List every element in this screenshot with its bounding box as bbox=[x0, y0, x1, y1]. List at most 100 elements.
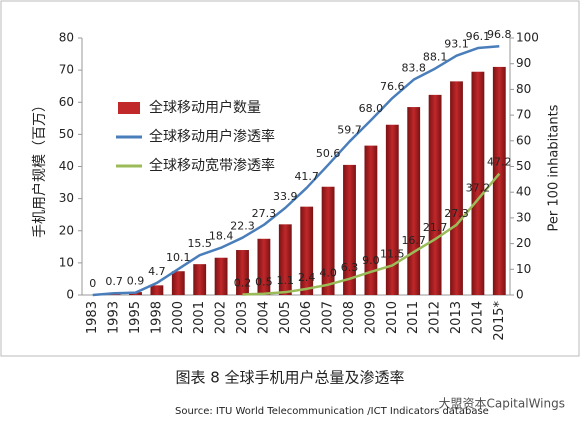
data-label: 96.8 bbox=[487, 28, 512, 41]
x-tick-label: 2012 bbox=[428, 301, 443, 334]
y-tick-label: 0 bbox=[66, 288, 74, 302]
x-tick-label: 2015* bbox=[492, 301, 507, 341]
x-tick-label: 2014 bbox=[470, 301, 485, 334]
data-label: 93.1 bbox=[444, 38, 469, 51]
x-tick-label: 1995 bbox=[128, 301, 143, 334]
x-tick-label: 2006 bbox=[299, 301, 314, 334]
bar bbox=[428, 94, 442, 295]
y-tick-label: 40 bbox=[59, 159, 74, 173]
bar bbox=[171, 271, 185, 295]
y-tick-label: 30 bbox=[59, 191, 74, 205]
bar bbox=[236, 250, 249, 295]
bar bbox=[150, 285, 164, 295]
data-label: 50.6 bbox=[316, 147, 341, 160]
bar bbox=[214, 257, 228, 295]
data-label: 15.5 bbox=[187, 237, 212, 250]
legend-label: 全球移动用户数量 bbox=[149, 99, 261, 116]
x-tick-label: 2000 bbox=[171, 301, 186, 334]
data-label: 96.1 bbox=[466, 30, 491, 43]
data-label: 21.7 bbox=[423, 221, 448, 234]
line bbox=[92, 44, 500, 297]
y2-tick-label: 90 bbox=[516, 56, 531, 70]
y-tick-label: 60 bbox=[59, 95, 74, 109]
watermark: 大盟资本CapitalWings bbox=[439, 397, 566, 411]
bar bbox=[385, 124, 399, 295]
y2-tick-label: 0 bbox=[516, 288, 524, 302]
bar bbox=[364, 145, 378, 295]
y2-tick-label: 50 bbox=[516, 159, 531, 173]
data-label: 27.3 bbox=[444, 207, 469, 220]
data-label: 9.0 bbox=[362, 254, 380, 267]
bar bbox=[257, 238, 271, 295]
y-tick-label: 80 bbox=[59, 31, 74, 45]
data-label: 68.0 bbox=[359, 102, 384, 115]
y-tick-label: 70 bbox=[59, 63, 74, 77]
legend-label: 全球移动宽带渗透率 bbox=[149, 157, 275, 174]
caption: 图表 8 全球手机用户总量及渗透率 bbox=[175, 369, 404, 387]
bar bbox=[492, 66, 506, 295]
data-label: 76.6 bbox=[380, 80, 405, 93]
data-label: 0 bbox=[89, 277, 96, 290]
y2-tick-label: 80 bbox=[516, 82, 531, 96]
x-tick-label: 2011 bbox=[406, 301, 421, 334]
y-axis-label: 手机用户规模（百万） bbox=[31, 98, 48, 238]
x-tick-label: 2002 bbox=[214, 301, 229, 334]
bar bbox=[407, 107, 421, 295]
x-tick-label: 2003 bbox=[235, 301, 250, 334]
data-label: 10.1 bbox=[166, 251, 191, 264]
data-label: 4.0 bbox=[319, 267, 337, 280]
y2-tick-label: 40 bbox=[516, 185, 531, 199]
x-tick-label: 2010 bbox=[385, 301, 400, 334]
data-label: 59.7 bbox=[337, 124, 362, 137]
legend-swatch bbox=[118, 102, 140, 114]
data-label: 0.5 bbox=[255, 276, 273, 289]
x-tick-label: 2008 bbox=[342, 301, 357, 334]
data-label: 47.2 bbox=[487, 156, 512, 169]
x-tick-label: 2001 bbox=[192, 301, 207, 334]
y-tick-label: 20 bbox=[59, 223, 74, 237]
data-label: 6.3 bbox=[341, 261, 359, 274]
bar bbox=[343, 164, 356, 295]
bar bbox=[300, 206, 314, 295]
y2-tick-label: 20 bbox=[516, 236, 531, 250]
data-label: 11.5 bbox=[380, 247, 405, 260]
x-tick-label: 2007 bbox=[321, 301, 336, 334]
data-label: 2.4 bbox=[298, 271, 316, 284]
data-label: 0.9 bbox=[127, 275, 145, 288]
data-label: 0.7 bbox=[105, 275, 123, 288]
bar bbox=[278, 224, 292, 295]
line bbox=[242, 172, 501, 296]
data-label: 37.2 bbox=[466, 181, 491, 194]
data-label: 88.1 bbox=[423, 51, 448, 64]
data-label: 41.7 bbox=[294, 170, 319, 183]
bar bbox=[321, 186, 335, 295]
x-tick-label: 2013 bbox=[449, 301, 464, 334]
y-tick-label: 10 bbox=[59, 255, 74, 269]
x-tick-label: 1983 bbox=[85, 301, 100, 334]
y2-tick-label: 100 bbox=[516, 31, 539, 45]
x-tick-label: 1993 bbox=[107, 301, 122, 334]
legend-label: 全球移动用户渗透率 bbox=[149, 128, 275, 145]
data-label: 1.1 bbox=[277, 274, 295, 287]
data-label: 27.3 bbox=[252, 207, 277, 220]
x-tick-label: 2009 bbox=[363, 301, 378, 334]
x-tick-label: 2005 bbox=[278, 301, 293, 334]
y2-tick-label: 30 bbox=[516, 210, 531, 224]
x-tick-label: 1998 bbox=[149, 301, 164, 334]
data-label: 16.7 bbox=[401, 234, 426, 247]
data-label: 83.8 bbox=[401, 62, 426, 75]
x-tick-label: 2004 bbox=[256, 301, 271, 334]
bar bbox=[193, 264, 207, 295]
y2-axis-label: Per 100 inhabitants bbox=[547, 104, 562, 231]
y-tick-label: 50 bbox=[59, 127, 74, 141]
data-label: 0.2 bbox=[234, 276, 252, 289]
source: Source: ITU World Telecommunication /ICT… bbox=[175, 406, 489, 417]
y2-tick-label: 60 bbox=[516, 133, 531, 147]
y2-tick-label: 70 bbox=[516, 108, 531, 122]
data-label: 22.3 bbox=[230, 220, 255, 233]
y2-tick-label: 10 bbox=[516, 262, 531, 276]
data-label: 18.4 bbox=[209, 230, 234, 243]
data-label: 4.7 bbox=[148, 265, 166, 278]
